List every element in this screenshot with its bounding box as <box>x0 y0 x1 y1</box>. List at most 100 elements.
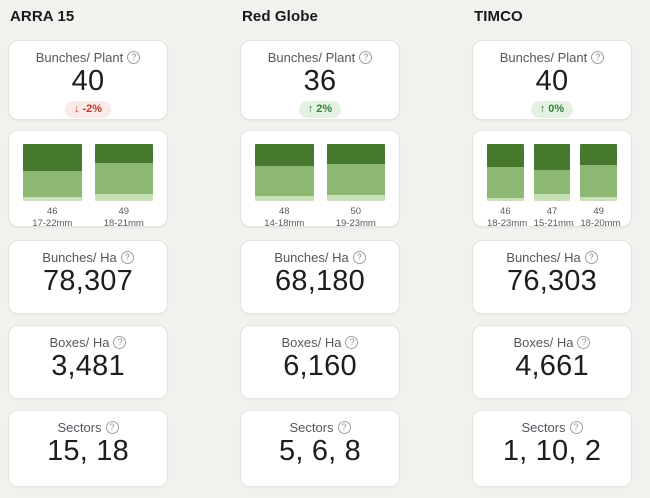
boxes-per-ha-card[interactable]: Boxes/ Ha ? 3,481 <box>8 325 168 399</box>
help-icon[interactable]: ? <box>352 251 366 264</box>
stacked-bar <box>23 144 82 201</box>
metric-label: Bunches/ Plant <box>499 50 588 65</box>
help-icon[interactable]: ? <box>569 421 583 434</box>
bar-size-range: 18-21mm <box>103 218 144 230</box>
bar-label: 48 14-18mm <box>255 206 314 231</box>
metric-value: 76,303 <box>507 265 597 297</box>
bar-segment-dark <box>94 144 153 163</box>
change-badge: ↑ 0% <box>530 100 574 118</box>
metric-label: Bunches/ Plant <box>267 50 356 65</box>
bunch-size-bar: 50 19-23mm <box>326 144 385 231</box>
metric-label: Sectors <box>57 420 102 435</box>
metric-value: 78,307 <box>43 265 133 297</box>
column-title: ARRA 15 <box>10 8 75 25</box>
help-icon[interactable]: ? <box>577 336 591 349</box>
bunch-size-chart-card[interactable]: 46 18-23mm 47 15-21mm 49 18-20mm <box>472 130 632 229</box>
bunch-size-bar: 48 14-18mm <box>255 144 314 231</box>
bar-segment-dark <box>533 144 571 171</box>
sectors-card[interactable]: Sectors ? 15, 18 <box>8 410 168 487</box>
stacked-bar <box>487 144 524 201</box>
bar-label: 49 18-20mm <box>580 206 621 231</box>
stacked-bar <box>326 144 385 201</box>
bar-segment-mid <box>326 163 385 195</box>
bunch-size-bar: 47 15-21mm <box>533 144 574 231</box>
bunches-per-ha-card[interactable]: Bunches/ Ha ? 76,303 <box>472 240 632 314</box>
bar-value: 49 <box>118 206 130 217</box>
bunches-per-ha-card[interactable]: Bunches/ Ha ? 68,180 <box>240 240 400 314</box>
metric-label: Boxes/ Ha <box>513 335 574 350</box>
bar-label: 47 15-21mm <box>534 206 574 231</box>
change-value: 0% <box>548 102 565 115</box>
bunch-size-bar: 46 18-23mm <box>487 144 528 231</box>
bar-segment-light <box>326 194 385 201</box>
column-title: Red Globe <box>242 8 318 25</box>
bunches-per-plant-card[interactable]: Bunches/ Plant ? 40 ↑ 0% <box>472 40 632 120</box>
bunches-per-plant-card[interactable]: Bunches/ Plant ? 40 ↓ -2% <box>8 40 168 120</box>
bar-segment-light <box>255 195 314 201</box>
bar-segment-dark <box>326 144 385 164</box>
column-arra-15: ARRA 15 Bunches/ Plant ? 40 ↓ -2% 46 17-2… <box>8 8 168 487</box>
metric-label-row: Bunches/ Ha ? <box>506 250 598 265</box>
bar-segment-mid <box>255 166 314 196</box>
metric-value: 40 <box>71 65 105 97</box>
sectors-card[interactable]: Sectors ? 5, 6, 8 <box>240 410 400 487</box>
change-badge: ↑ 2% <box>298 100 342 118</box>
bar-segment-dark <box>23 144 82 171</box>
help-icon[interactable]: ? <box>359 51 373 64</box>
stacked-bar-chart: 48 14-18mm 50 19-23mm <box>255 144 385 231</box>
metric-value: 1, 10, 2 <box>502 435 602 467</box>
bunches-per-plant-card[interactable]: Bunches/ Plant ? 36 ↑ 2% <box>240 40 400 120</box>
help-icon[interactable]: ? <box>127 51 141 64</box>
help-icon[interactable]: ? <box>120 251 134 264</box>
change-value: 2% <box>316 102 333 115</box>
bar-label: 46 18-23mm <box>487 206 528 231</box>
bunch-size-chart-card[interactable]: 48 14-18mm 50 19-23mm <box>240 130 400 229</box>
help-icon[interactable]: ? <box>337 421 351 434</box>
bar-value: 46 <box>46 206 58 217</box>
bar-value: 49 <box>593 206 604 217</box>
help-icon[interactable]: ? <box>113 336 127 349</box>
metric-value: 4,661 <box>515 350 589 382</box>
column-title: TIMCO <box>474 8 523 25</box>
boxes-per-ha-card[interactable]: Boxes/ Ha ? 6,160 <box>240 325 400 399</box>
bunch-size-bar: 49 18-20mm <box>580 144 621 231</box>
change-badge: ↓ -2% <box>64 100 112 118</box>
metric-label-row: Sectors ? <box>521 420 583 435</box>
bar-value: 48 <box>278 206 290 217</box>
metric-value: 36 <box>303 65 337 97</box>
metric-value: 68,180 <box>275 265 365 297</box>
boxes-per-ha-card[interactable]: Boxes/ Ha ? 4,661 <box>472 325 632 399</box>
metric-label-row: Bunches/ Ha ? <box>274 250 366 265</box>
metric-label: Bunches/ Ha <box>506 250 581 265</box>
help-icon[interactable]: ? <box>345 336 359 349</box>
bar-size-range: 18-20mm <box>580 218 621 230</box>
bar-size-range: 14-18mm <box>264 218 305 230</box>
help-icon[interactable]: ? <box>105 421 119 434</box>
column-red-globe: Red Globe Bunches/ Plant ? 36 ↑ 2% 48 14-… <box>240 8 400 487</box>
bunch-size-bar: 49 18-21mm <box>94 144 153 231</box>
stacked-bar <box>255 144 314 201</box>
metric-label: Bunches/ Ha <box>274 250 349 265</box>
bunch-size-chart-card[interactable]: 46 17-22mm 49 18-21mm <box>8 130 168 229</box>
bar-segment-mid <box>533 170 571 194</box>
bar-size-range: 18-23mm <box>487 218 528 230</box>
help-icon[interactable]: ? <box>591 51 605 64</box>
bar-segment-light <box>23 197 82 201</box>
bar-segment-mid <box>94 162 153 195</box>
sectors-card[interactable]: Sectors ? 1, 10, 2 <box>472 410 632 487</box>
metric-value: 5, 6, 8 <box>278 435 361 467</box>
bunch-size-bar: 46 17-22mm <box>23 144 82 231</box>
metric-label-row: Boxes/ Ha ? <box>514 335 591 350</box>
help-icon[interactable]: ? <box>584 251 598 264</box>
metric-label-row: Bunches/ Ha ? <box>42 250 134 265</box>
stacked-bar <box>533 144 571 201</box>
bar-segment-dark <box>255 144 314 167</box>
metric-label: Boxes/ Ha <box>281 335 342 350</box>
bar-value: 47 <box>546 206 558 217</box>
column-timco: TIMCO Bunches/ Plant ? 40 ↑ 0% 46 18-23mm… <box>472 8 632 487</box>
metric-value: 6,160 <box>283 350 357 382</box>
bar-segment-mid <box>487 166 524 198</box>
metric-label: Boxes/ Ha <box>49 335 110 350</box>
bar-segment-light <box>94 194 153 201</box>
bunches-per-ha-card[interactable]: Bunches/ Ha ? 78,307 <box>8 240 168 314</box>
